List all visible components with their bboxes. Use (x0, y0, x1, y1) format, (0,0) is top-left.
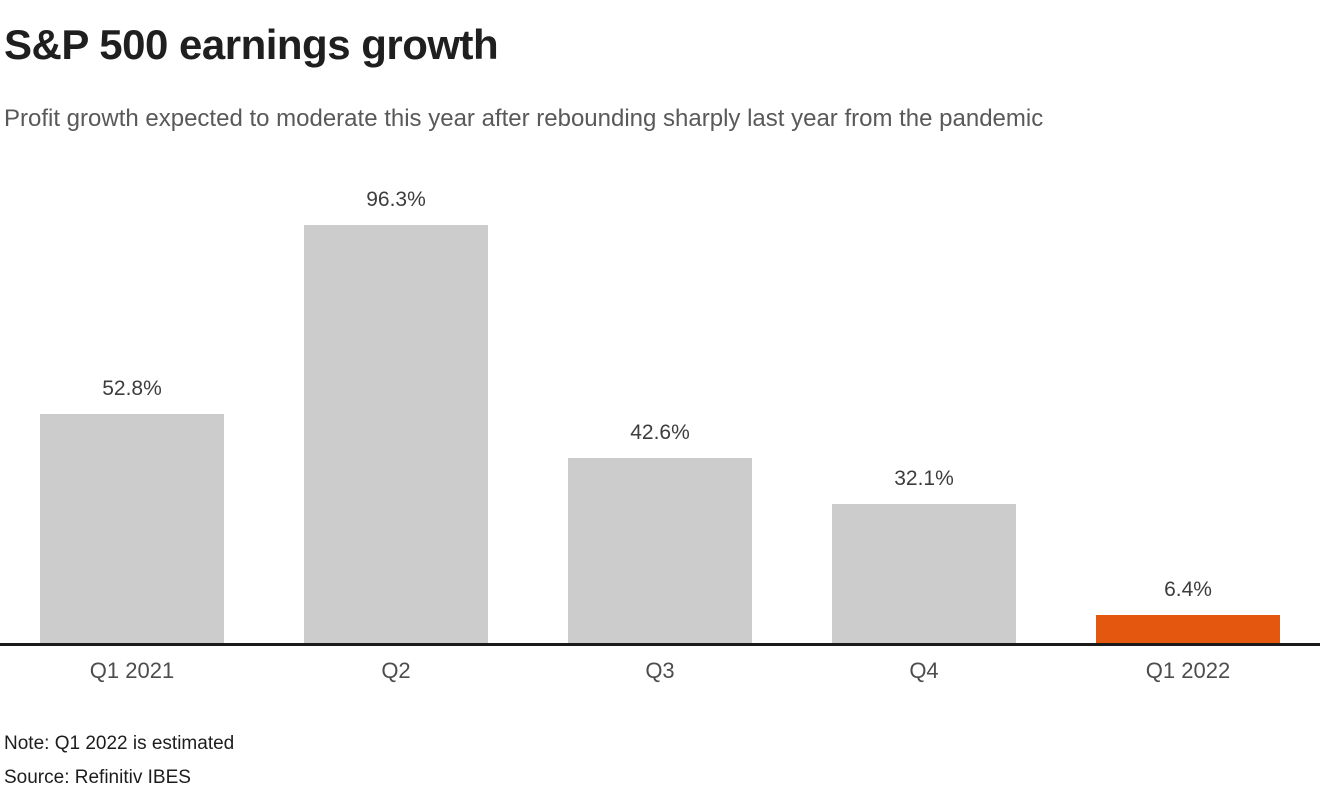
bar-value-label: 96.3% (366, 188, 426, 211)
x-axis-line (0, 643, 1320, 646)
bar-q1-2022 (1096, 615, 1280, 643)
bar-value-label: 32.1% (894, 467, 954, 490)
bar-value-label: 52.8% (102, 377, 162, 400)
x-tick-label: Q2 (381, 658, 411, 683)
x-tick-label: Q1 2022 (1145, 658, 1231, 683)
chart-note: Note: Q1 2022 is estimated (4, 733, 235, 754)
x-tick-label: Q3 (645, 658, 675, 683)
bar-value-label: 6.4% (1164, 578, 1212, 601)
chart-source: Source: Refinitiv IBES (4, 767, 191, 788)
x-tick-label: Q1 2021 (89, 658, 175, 683)
chart-title: S&P 500 earnings growth (4, 21, 499, 68)
x-tick-label: Q4 (909, 658, 939, 683)
bar-q3 (568, 458, 752, 643)
bar-value-label: 42.6% (630, 421, 690, 444)
bar-q1-2021 (40, 414, 224, 643)
bar-q4 (832, 504, 1016, 643)
bar-q2 (304, 225, 488, 643)
chart-subtitle: Profit growth expected to moderate this … (4, 105, 1044, 132)
